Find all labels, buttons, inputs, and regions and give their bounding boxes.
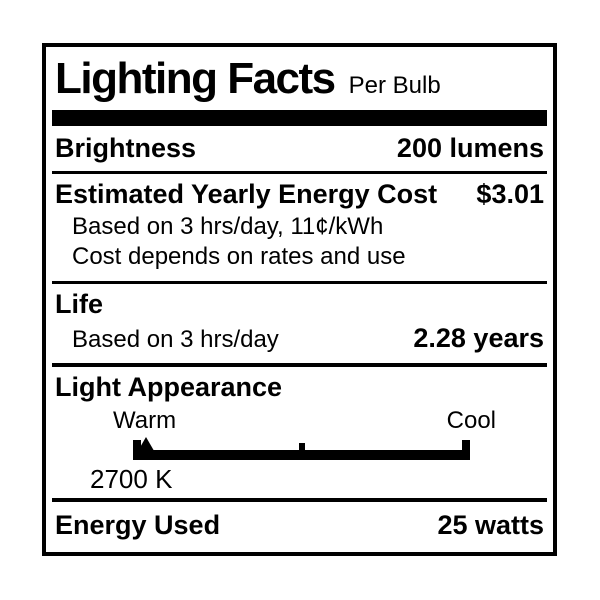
life-label: Life [55,289,104,319]
section-divider [52,171,547,174]
label-title: Lighting Facts [55,54,336,103]
section-divider [52,498,547,502]
life-section: Life Based on 3 hrs/day 2.28 years [55,289,544,363]
energy-used-row: Energy Used 25 watts [55,510,544,541]
lighting-facts-label: Lighting Facts Per Bulb Brightness 200 l… [42,43,557,556]
header-separator-bar [52,110,547,126]
warm-label: Warm [113,407,177,434]
scale-marker-track [133,437,470,457]
light-appearance-section: Light Appearance Warm Cool 2700 K [55,372,544,498]
brightness-label: Brightness [55,133,197,163]
energy-cost-label: Estimated Yearly Energy Cost [55,179,438,209]
energy-cost-row: Estimated Yearly Energy Cost $3.01 [55,179,544,210]
energy-cost-section: Estimated Yearly Energy Cost $3.01 Based… [55,179,544,281]
scale-right-cap [462,440,470,460]
energy-cost-notes: Based on 3 hrs/day, 11¢/kWh Cost depends… [55,212,544,272]
label-subtitle: Per Bulb [348,72,441,99]
color-temperature-value: 2700 K [90,464,173,494]
triangle-marker-icon [135,437,157,456]
life-basis: Based on 3 hrs/day [72,326,279,353]
scale-middle-tick [298,443,305,460]
color-temperature-scale [133,437,470,460]
section-divider [52,363,547,367]
energy-cost-note-rates: Cost depends on rates and use [72,243,406,270]
cool-label: Cool [446,407,496,434]
warm-cool-row: Warm Cool [55,406,544,436]
light-appearance-label: Light Appearance [55,372,283,402]
energy-used-value: 25 watts [437,510,544,540]
life-value: 2.28 years [413,323,544,353]
energy-cost-note-basis: Based on 3 hrs/day, 11¢/kWh [72,213,384,240]
label-header: Lighting Facts Per Bulb [55,52,544,106]
energy-used-label: Energy Used [55,510,221,540]
brightness-value: 200 lumens [396,133,544,163]
life-row: Based on 3 hrs/day 2.28 years [55,323,544,355]
energy-cost-value: $3.01 [476,179,544,209]
brightness-row: Brightness 200 lumens [55,133,544,164]
section-divider [52,281,547,284]
